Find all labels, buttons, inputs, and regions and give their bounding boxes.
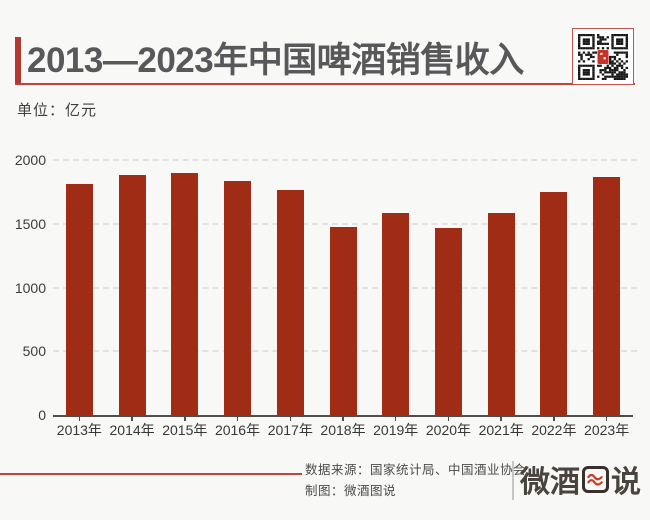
axis-tick xyxy=(500,417,502,421)
bar-2018年 xyxy=(329,227,357,415)
x-axis-tick-label: 2018年 xyxy=(320,422,366,438)
data-source-text: 数据来源：国家统计局、中国酒业协会 xyxy=(305,463,527,477)
axis-tick xyxy=(605,417,608,421)
axis-tick xyxy=(131,417,133,421)
qr-code-icon xyxy=(578,33,628,80)
bar-2023年 xyxy=(593,177,621,415)
y-axis-tick-label: 0 xyxy=(38,407,46,423)
bar-2016年 xyxy=(224,181,252,415)
y-axis-tick-label: 1500 xyxy=(14,215,46,232)
bar-2021年 xyxy=(487,212,515,415)
x-axis-tick-label: 2020年 xyxy=(425,422,472,438)
y-axis-tick-label: 1000 xyxy=(14,279,46,296)
x-axis-tick-label: 2013年 xyxy=(56,422,102,438)
x-axis-tick-label: 2019年 xyxy=(373,422,419,438)
bar-2017年 xyxy=(276,189,304,415)
bar-2022年 xyxy=(540,191,568,415)
x-axis-tick-label: 2016年 xyxy=(214,422,261,438)
title-underline xyxy=(15,83,635,85)
gridline-2000 xyxy=(53,159,637,161)
footer-accent-line xyxy=(0,473,302,475)
axis-tick xyxy=(553,417,555,421)
logo: 微酒 说 xyxy=(520,459,641,499)
axis-tick xyxy=(342,417,344,421)
y-axis-tick-label: 500 xyxy=(22,343,46,360)
logo-text-right: 说 xyxy=(611,466,641,499)
x-axis-tick-label: 2014年 xyxy=(109,422,155,438)
bar-2015年 xyxy=(171,173,199,415)
x-axis-tick-label: 2022年 xyxy=(531,422,577,438)
axis-tick xyxy=(236,417,239,421)
axis-tick xyxy=(184,417,186,421)
bar-2014年 xyxy=(118,174,146,415)
unit-label: 单位：亿元 xyxy=(17,102,98,119)
credit-text: 制图：微酒图说 xyxy=(305,484,397,498)
x-axis-tick-label: 2023年 xyxy=(584,422,630,438)
axis-tick xyxy=(289,417,292,421)
red-waves-icon xyxy=(587,473,603,486)
x-axis-line xyxy=(53,415,633,417)
logo-text-left: 微酒 xyxy=(520,466,580,499)
axis-tick xyxy=(447,417,450,421)
qr-code xyxy=(572,28,634,85)
bar-2020年 xyxy=(434,227,462,415)
bar-chart: 0 500 1000 1500 2000 2013年 2014年 2015年 2016年 2017… xyxy=(14,152,637,438)
axis-tick xyxy=(78,417,81,421)
logo-icon-box xyxy=(582,465,609,493)
gridline-1500 xyxy=(53,222,637,225)
title-accent-bar xyxy=(15,37,21,84)
x-axis-tick-label: 2017年 xyxy=(267,422,313,438)
y-axis-tick-label: 2000 xyxy=(14,152,46,168)
x-axis-tick-label: 2021年 xyxy=(478,422,524,438)
axis-tick xyxy=(394,417,397,421)
footer-divider xyxy=(512,461,514,500)
page-title: 2013—2023年中国啤酒销售收入 xyxy=(27,41,524,80)
bar-2019年 xyxy=(382,213,410,415)
bar-2013年 xyxy=(65,183,93,415)
x-axis-tick-label: 2015年 xyxy=(162,422,208,438)
